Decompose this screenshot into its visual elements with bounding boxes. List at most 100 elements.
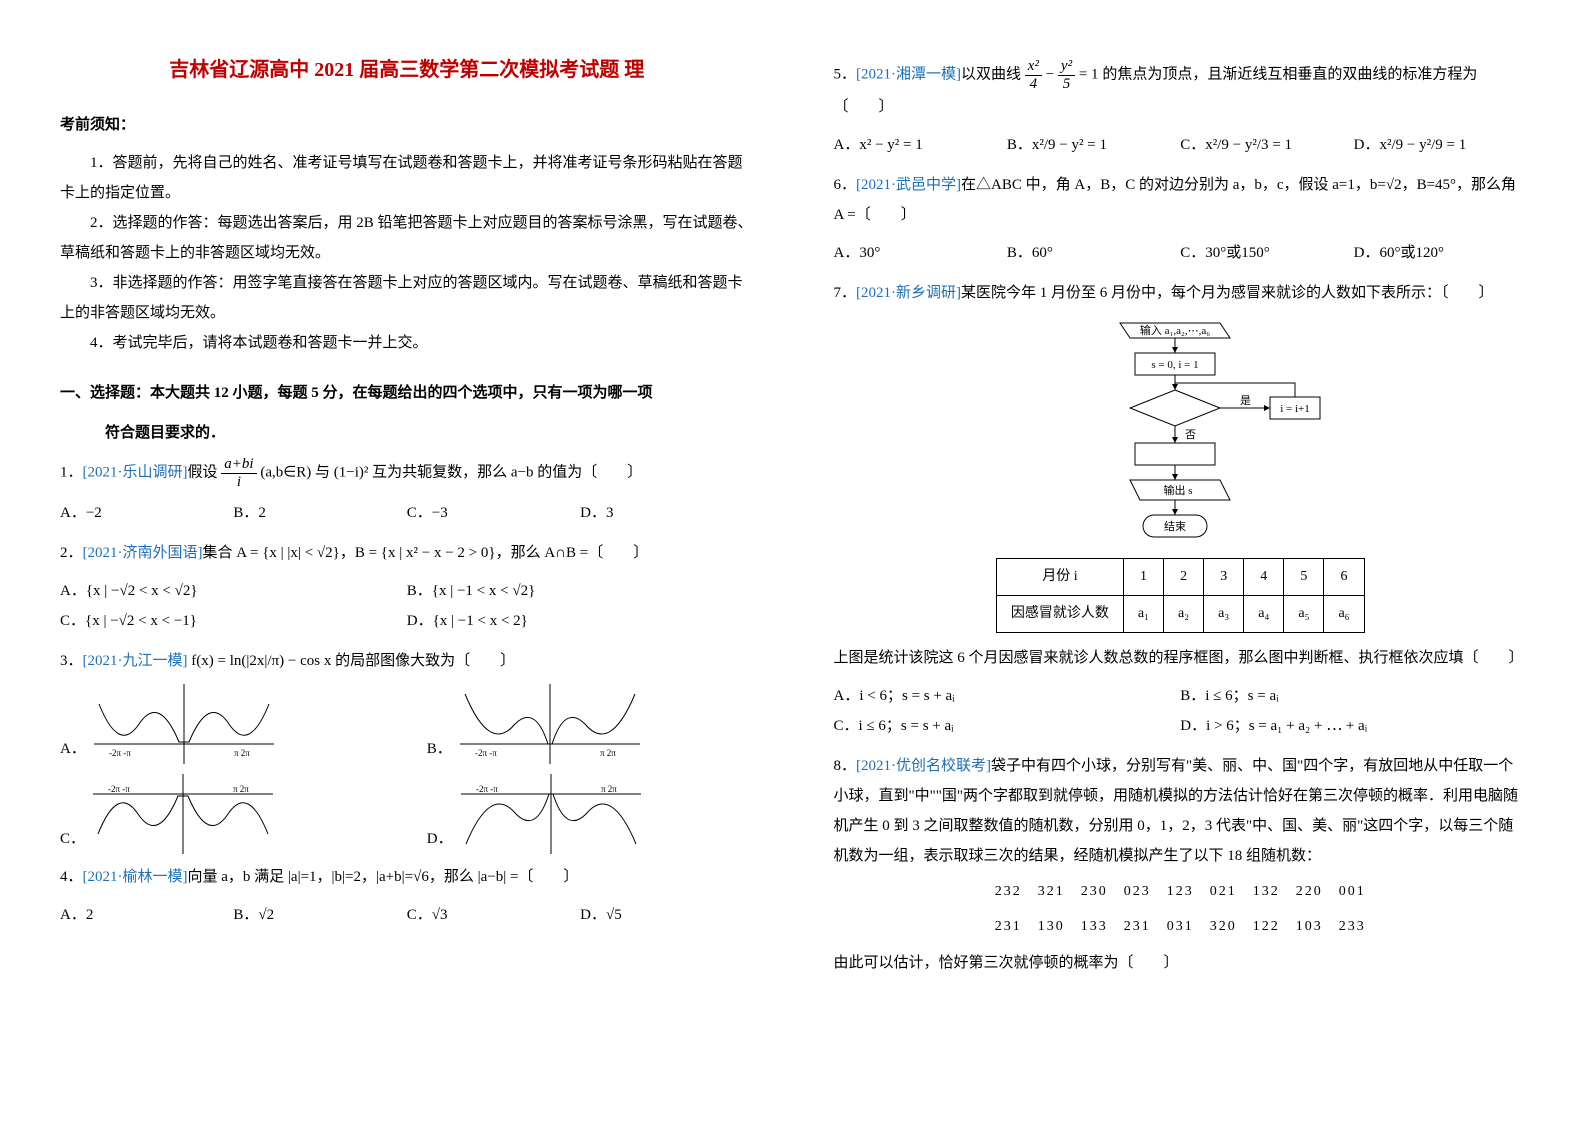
q3-graphs: A． -2π -ππ 2π B． -2π -ππ 2π C． [60, 684, 754, 854]
q5-frac2: y²5 [1058, 58, 1075, 92]
q5-source: [2021·湘潭一模] [856, 66, 961, 82]
q4-opt-b: B．√2 [233, 900, 406, 930]
q3-label-d: D． [427, 824, 453, 854]
q7-opt-b: B．i ≤ 6；s = aᵢ [1180, 681, 1527, 711]
question-4: 4．[2021·榆林一模]向量 a，b 满足 |a|=1，|b|=2，|a+b|… [60, 862, 754, 892]
graph-a-svg: -2π -π π 2π [94, 684, 274, 764]
q3-graph-c: C． -2π -ππ 2π [60, 774, 387, 854]
q1-options: A．−2 B．2 C．−3 D．3 [60, 498, 754, 528]
q7-opt-c: C．i ≤ 6；s = s + aᵢ [834, 711, 1181, 741]
table-col-3: 3 [1204, 559, 1244, 596]
q4-options: A．2 B．√2 C．√3 D．√5 [60, 900, 754, 930]
table-row: 月份 i 1 2 3 4 5 6 [996, 559, 1364, 596]
q7-opt-d: D．i > 6；s = a₁ + a₂ + ⋯ + aᵢ [1180, 711, 1527, 741]
q8-source: [2021·优创名校联考] [856, 758, 991, 774]
q6-opt-d: D．60°或120° [1354, 238, 1527, 268]
q2-opt-b: B．{x | −1 < x < √2} [407, 576, 754, 606]
question-5: 5．[2021·湘潭一模]以双曲线 x²4 − y²5 = 1 的焦点为顶点，且… [834, 58, 1528, 122]
question-7: 7．[2021·新乡调研]某医院今年 1 月份至 6 月份中，每个月为感冒来就诊… [834, 278, 1528, 308]
right-column: 5．[2021·湘潭一模]以双曲线 x²4 − y²5 = 1 的焦点为顶点，且… [834, 50, 1528, 986]
q1-source: [2021·乐山调研] [83, 464, 188, 480]
q1-opt-c: C．−3 [407, 498, 580, 528]
q5-text-a: 以双曲线 [961, 66, 1025, 82]
q2-text: 集合 A = {x | |x| < √2}，B = {x | x² − x − … [203, 545, 649, 561]
q8-random-2: 231 130 133 231 031 320 122 103 233 [834, 914, 1528, 941]
q2-opt-c: C．{x | −√2 < x < −1} [60, 606, 407, 636]
table-col-5: 5 [1284, 559, 1324, 596]
table-val-5: a₅ [1284, 596, 1324, 633]
svg-text:π 2π: π 2π [601, 784, 617, 794]
q7-source: [2021·新乡调研] [856, 285, 961, 301]
table-val-6: a₆ [1324, 596, 1364, 633]
q2-options: A．{x | −√2 < x < √2} B．{x | −1 < x < √2}… [60, 576, 754, 636]
table-row: 因感冒就诊人数 a₁ a₂ a₃ a₄ a₅ a₆ [996, 596, 1364, 633]
q1-text-a: 假设 [188, 464, 222, 480]
pre-exam-head: 考前须知： [60, 110, 754, 140]
pre-exam-1: 1．答题前，先将自己的姓名、准考证号填写在试题卷和答题卡上，并将准考证号条形码粘… [60, 148, 754, 208]
q5-opt-c: C．x²/9 − y²/3 = 1 [1180, 130, 1353, 160]
q5-opt-d: D．x²/9 − y²/9 = 1 [1354, 130, 1527, 160]
q1-text-b: (a,b∈R) 与 (1−i)² 互为共轭复数，那么 a−b 的值为〔 〕 [260, 464, 642, 480]
q3-text: f(x) = ln(|2x|/π) − cos x 的局部图像大致为〔 〕 [188, 653, 516, 669]
q1-fraction: a+bii [221, 456, 256, 490]
q8-tail: 由此可以估计，恰好第三次就停顿的概率为〔 〕 [834, 948, 1528, 978]
q3-label-a: A． [60, 734, 86, 764]
q4-source: [2021·榆林一模] [83, 869, 188, 885]
question-3: 3．[2021·九江一模] f(x) = ln(|2x|/π) − cos x … [60, 646, 754, 676]
table-col-2: 2 [1164, 559, 1204, 596]
table-col-4: 4 [1244, 559, 1284, 596]
flow-input: 输入 a₁,a₂,⋯,a₆ [1140, 323, 1210, 337]
svg-text:-2π -π: -2π -π [475, 748, 497, 758]
section-1-title-b: 符合题目要求的． [60, 418, 754, 448]
q4-opt-a: A．2 [60, 900, 233, 930]
q4-text: 向量 a，b 满足 |a|=1，|b|=2，|a+b|=√6，那么 |a−b| … [188, 869, 579, 885]
q6-source: [2021·武邑中学] [856, 177, 961, 193]
q6-opt-c: C．30°或150° [1180, 238, 1353, 268]
svg-text:-2π -π: -2π -π [476, 784, 498, 794]
flow-end: 结束 [1164, 520, 1186, 533]
svg-text:π 2π: π 2π [600, 748, 616, 758]
left-column: 吉林省辽源高中 2021 届高三数学第二次模拟考试题 理 考前须知： 1．答题前… [60, 50, 754, 986]
question-1: 1．[2021·乐山调研]假设 a+bii (a,b∈R) 与 (1−i)² 互… [60, 456, 754, 490]
q6-opt-b: B．60° [1007, 238, 1180, 268]
flow-out: 输出 s [1164, 483, 1193, 497]
q2-opt-d: D．{x | −1 < x < 2} [407, 606, 754, 636]
q1-opt-a: A．−2 [60, 498, 233, 528]
table-val-1: a₁ [1123, 596, 1163, 633]
q5-opt-b: B．x²/9 − y² = 1 [1007, 130, 1180, 160]
flow-init: s = 0, i = 1 [1152, 359, 1199, 371]
pre-exam-3: 3．非选择题的作答：用签字笔直接答在答题卡上对应的答题区域内。写在试题卷、草稿纸… [60, 268, 754, 328]
svg-text:-2π -π: -2π -π [108, 784, 130, 794]
q4-opt-c: C．√3 [407, 900, 580, 930]
section-1-title-a: 一、选择题：本大题共 12 小题，每题 5 分，在每题给出的四个选项中，只有一项… [60, 378, 754, 408]
q2-opt-a: A．{x | −√2 < x < √2} [60, 576, 407, 606]
question-2: 2．[2021·济南外国语]集合 A = {x | |x| < √2}，B = … [60, 538, 754, 568]
q3-label-b: B． [427, 734, 452, 764]
flow-no: 否 [1185, 429, 1196, 441]
question-8: 8．[2021·优创名校联考]袋子中有四个小球，分别写有"美、丽、中、国"四个字… [834, 751, 1528, 871]
q8-random-1: 232 321 230 023 123 021 132 220 001 [834, 879, 1528, 906]
table-val-4: a₄ [1244, 596, 1284, 633]
table-val-2: a₂ [1164, 596, 1204, 633]
svg-text:π 2π: π 2π [233, 784, 249, 794]
pre-exam-4: 4．考试完毕后，请将本试题卷和答题卡一并上交。 [60, 328, 754, 358]
svg-text:-2π -π: -2π -π [109, 748, 131, 758]
q5-options: A．x² − y² = 1 B．x²/9 − y² = 1 C．x²/9 − y… [834, 130, 1528, 160]
svg-text:π 2π: π 2π [234, 748, 250, 758]
q5-frac1: x²4 [1025, 58, 1042, 92]
q3-graph-d: D． -2π -π π 2π [427, 774, 754, 854]
flow-yes: 是 [1240, 394, 1251, 407]
q2-source: [2021·济南外国语] [83, 545, 203, 561]
q4-opt-d: D．√5 [580, 900, 753, 930]
flow-inc: i = i+1 [1280, 403, 1310, 415]
q1-opt-b: B．2 [233, 498, 406, 528]
q3-graph-b: B． -2π -π π 2π [427, 684, 754, 764]
table-h1: 月份 i [996, 559, 1123, 596]
table-h2: 因感冒就诊人数 [996, 596, 1123, 633]
question-6: 6．[2021·武邑中学]在△ABC 中，角 A，B，C 的对边分别为 a，b，… [834, 170, 1528, 230]
q7-text: 某医院今年 1 月份至 6 月份中，每个月为感冒来就诊的人数如下表所示：〔 〕 [961, 285, 1494, 301]
q7-options: A．i < 6；s = s + aᵢ B．i ≤ 6；s = aᵢ C．i ≤ … [834, 681, 1528, 741]
table-col-1: 1 [1123, 559, 1163, 596]
q7-opt-a: A．i < 6；s = s + aᵢ [834, 681, 1181, 711]
table-col-6: 6 [1324, 559, 1364, 596]
